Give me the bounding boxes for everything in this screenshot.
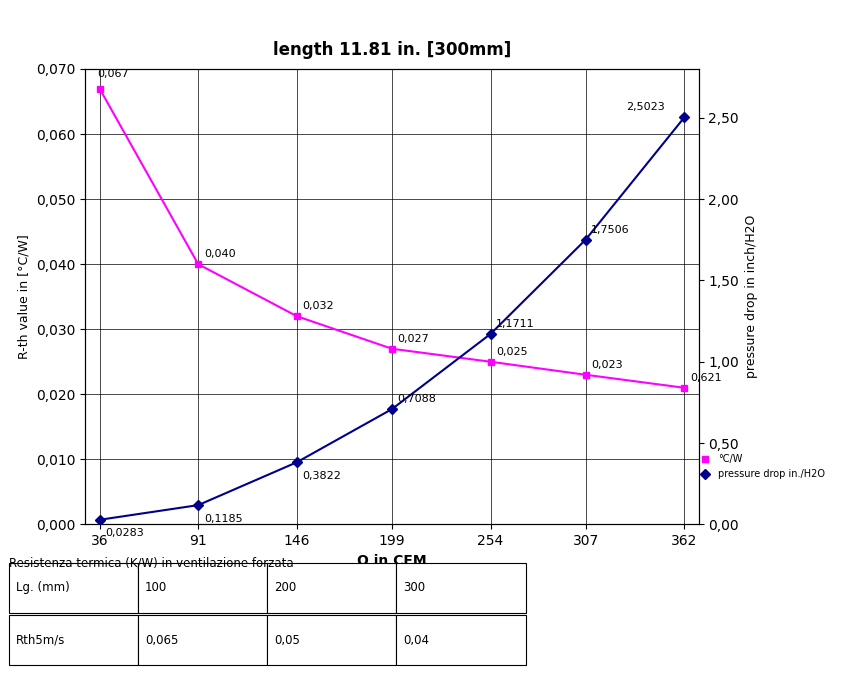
Title: length 11.81 in. [300mm]: length 11.81 in. [300mm] bbox=[273, 41, 511, 59]
Bar bbox=[267, 615, 396, 665]
Text: 0,7088: 0,7088 bbox=[398, 394, 436, 404]
Text: 200: 200 bbox=[274, 582, 296, 594]
Text: Rth5m/s: Rth5m/s bbox=[15, 634, 65, 647]
Text: 300: 300 bbox=[403, 582, 425, 594]
Bar bbox=[267, 563, 396, 613]
Text: 0,065: 0,065 bbox=[145, 634, 178, 647]
Text: 0,023: 0,023 bbox=[591, 359, 623, 370]
Text: Resistenza termica (K/W) in ventilazione forzata: Resistenza termica (K/W) in ventilazione… bbox=[9, 556, 293, 569]
Text: 0,032: 0,032 bbox=[302, 302, 334, 311]
Legend: °C/W, pressure drop in./H2O: °C/W, pressure drop in./H2O bbox=[696, 451, 829, 483]
Text: 0,040: 0,040 bbox=[204, 249, 235, 259]
Bar bbox=[138, 615, 267, 665]
Y-axis label: pressure drop in inch/H2O: pressure drop in inch/H2O bbox=[745, 215, 757, 378]
Text: 2,5023: 2,5023 bbox=[626, 103, 665, 112]
Text: 0,04: 0,04 bbox=[403, 634, 429, 647]
Bar bbox=[138, 563, 267, 613]
Bar bbox=[396, 615, 526, 665]
Text: 0,027: 0,027 bbox=[398, 334, 429, 344]
Bar bbox=[9, 615, 138, 665]
Text: 0,3822: 0,3822 bbox=[302, 471, 342, 481]
Text: 0,0283: 0,0283 bbox=[105, 529, 144, 538]
Bar bbox=[9, 563, 138, 613]
Text: 0,1185: 0,1185 bbox=[204, 514, 242, 524]
Text: 1,7506: 1,7506 bbox=[591, 225, 630, 235]
Text: 100: 100 bbox=[145, 582, 167, 594]
X-axis label: Q in CFM: Q in CFM bbox=[357, 553, 427, 568]
Text: Lg. (mm): Lg. (mm) bbox=[15, 582, 69, 594]
Text: 0,05: 0,05 bbox=[274, 634, 300, 647]
Bar bbox=[396, 563, 526, 613]
Text: 1,1711: 1,1711 bbox=[496, 319, 535, 329]
Text: 0,067: 0,067 bbox=[97, 70, 129, 79]
Y-axis label: R-th value in [°C/W]: R-th value in [°C/W] bbox=[17, 235, 31, 359]
Text: 0,025: 0,025 bbox=[496, 347, 527, 357]
Text: 0,621: 0,621 bbox=[690, 373, 722, 383]
